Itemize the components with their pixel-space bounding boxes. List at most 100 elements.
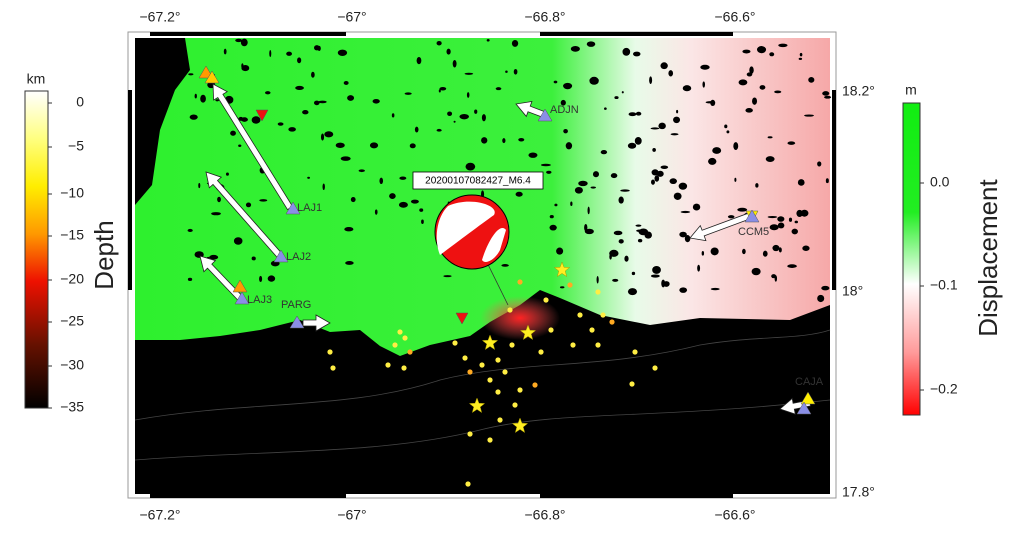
speckle (589, 76, 599, 85)
speckle (636, 229, 643, 233)
speckle (313, 100, 320, 106)
speckle (774, 275, 778, 282)
speckle (708, 157, 717, 165)
depth-tick-label: −30 (60, 357, 84, 373)
frame-bar (540, 32, 733, 36)
speckle (502, 138, 506, 144)
speckle (505, 70, 508, 73)
epicenter (401, 365, 407, 371)
speckle (635, 111, 642, 116)
speckle (697, 264, 701, 272)
speckle (745, 108, 753, 113)
epicenter (570, 342, 576, 348)
speckle (654, 175, 660, 182)
epicenter (512, 402, 518, 408)
displacement-arrow (689, 211, 754, 242)
speckle (419, 208, 424, 212)
speckle (464, 72, 474, 75)
station-marker (285, 201, 301, 215)
speckle (404, 92, 412, 95)
speckle (466, 92, 470, 98)
speckle (762, 250, 768, 257)
speckle (652, 147, 656, 152)
epicenter (543, 297, 549, 303)
speckle (644, 231, 652, 239)
speckle (187, 228, 193, 232)
speckle (513, 68, 518, 75)
speckle (798, 57, 803, 60)
speckle (679, 287, 688, 293)
speckle (724, 124, 728, 129)
speckle (610, 173, 618, 179)
speckle (335, 142, 345, 148)
epicenter (402, 335, 408, 341)
depth-tick-label: −35 (60, 399, 84, 415)
speckle (447, 111, 453, 117)
depth-tick-label: −15 (60, 227, 84, 243)
speckle (372, 98, 380, 104)
speckle (438, 89, 441, 93)
speckle (692, 203, 701, 211)
speckle (238, 116, 244, 121)
speckle (347, 95, 355, 101)
speckle (414, 126, 419, 133)
displacement-tick-label: −0.2 (930, 381, 958, 397)
depth-title: Depth (89, 220, 119, 289)
speckle (682, 85, 692, 92)
station-marker (800, 391, 816, 405)
speckle (799, 52, 803, 57)
speckle (710, 247, 719, 256)
speckle (528, 152, 538, 158)
displacement-arrow (302, 314, 331, 332)
speckle (700, 64, 710, 70)
speckle (358, 169, 365, 173)
speckle (198, 183, 201, 189)
speckle (759, 85, 766, 90)
epicenter (629, 381, 635, 387)
speckle (459, 113, 469, 120)
speckle (223, 48, 227, 55)
speckle (311, 71, 315, 78)
speckle (344, 226, 354, 232)
station-marker (537, 108, 553, 122)
top-tick-label: −67.2° (139, 9, 180, 25)
speckle (345, 261, 354, 265)
speckle (465, 162, 476, 171)
epicenter (548, 327, 554, 333)
speckle (343, 81, 349, 86)
station-marker (289, 315, 305, 329)
speckle (302, 110, 309, 115)
speckle (651, 169, 659, 176)
epicenter (465, 481, 471, 487)
speckle (188, 73, 194, 76)
speckle (209, 254, 219, 260)
epicenter (407, 349, 413, 355)
speckle (379, 177, 384, 185)
speckle (436, 40, 442, 46)
top-tick-label: −66.6° (714, 9, 755, 25)
speckle (374, 209, 378, 215)
speckle (767, 215, 778, 219)
speckle (660, 62, 668, 70)
speckle (673, 116, 681, 124)
epicenter (487, 377, 493, 383)
speckle (727, 215, 735, 219)
speckle (596, 276, 599, 284)
station-label: LAJ2 (286, 251, 311, 263)
speckle (777, 216, 785, 222)
main-shock (553, 261, 571, 278)
speckle (712, 147, 722, 154)
speckle (661, 279, 666, 288)
speckle (600, 149, 608, 155)
speckle (821, 285, 830, 291)
epicenter (517, 387, 523, 393)
speckle (618, 239, 624, 244)
frame-bar (128, 90, 132, 290)
speckle (540, 163, 551, 167)
epicenter (330, 365, 336, 371)
speckle (710, 287, 720, 291)
speckle (609, 249, 619, 257)
station-marker (744, 209, 760, 223)
event-label: 20200107082427_M6.4 (425, 176, 531, 187)
speckle (749, 66, 754, 74)
